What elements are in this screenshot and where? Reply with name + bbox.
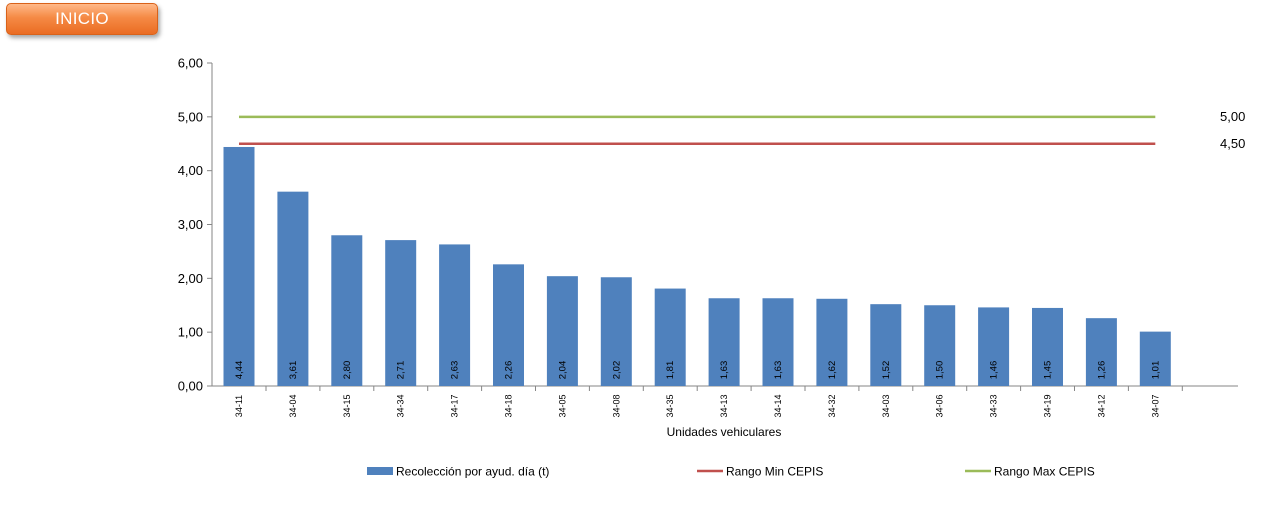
bar — [385, 240, 417, 386]
bar — [546, 276, 578, 386]
legend-label: Rango Min CEPIS — [726, 465, 823, 479]
bar-data-label: 2,26 — [504, 361, 515, 380]
x-category-label: 34-32 — [827, 394, 837, 417]
x-category-label: 34-18 — [504, 394, 514, 417]
bar-data-label: 1,45 — [1043, 361, 1054, 380]
bar — [1139, 331, 1171, 386]
bar-data-label: 4,44 — [234, 361, 245, 380]
x-category-label: 34-34 — [396, 394, 406, 417]
x-category-label: 34-13 — [719, 394, 729, 417]
x-category-label: 34-04 — [288, 394, 298, 417]
legend-label: Recolección por ayud. día (t) — [396, 465, 549, 479]
bar-data-label: 2,80 — [342, 361, 353, 380]
x-category-label: 34-35 — [665, 394, 675, 417]
x-category-label: 34-15 — [342, 394, 352, 417]
y-tick-label: 2,00 — [178, 271, 203, 286]
bar-data-label: 1,81 — [665, 361, 676, 380]
bar — [654, 288, 686, 386]
x-category-label: 34-33 — [989, 394, 999, 417]
bar-data-label: 1,62 — [827, 361, 838, 380]
bar — [870, 304, 902, 386]
bar-data-label: 3,61 — [288, 361, 299, 380]
bar-data-label: 1,26 — [1096, 361, 1107, 380]
x-category-label: 34-19 — [1043, 394, 1053, 417]
x-category-label: 34-14 — [773, 394, 783, 417]
chart-legend: Recolección por ayud. día (t) Rango Min C… — [367, 465, 1095, 479]
x-category-label: 34-07 — [1150, 394, 1160, 417]
bar — [816, 298, 848, 386]
y-tick-label: 6,00 — [178, 56, 203, 71]
reference-lines: 4,50 5,00 — [239, 109, 1245, 151]
reference-line-label: 4,50 — [1220, 136, 1245, 151]
y-tick-label: 4,00 — [178, 163, 203, 178]
x-category-label: 34-05 — [557, 394, 567, 417]
reference-line-label: 5,00 — [1220, 109, 1245, 124]
y-axis-ticks: 0,00 1,00 2,00 3,00 4,00 5,00 6,00 — [178, 56, 212, 394]
x-axis-categories: 34-11 34-04 34-15 34-34 34-17 34-18 34-05 34-08… — [234, 386, 1183, 418]
bar-data-label: 2,71 — [396, 361, 407, 380]
bar-data-label: 1,52 — [881, 361, 892, 380]
bar — [493, 264, 524, 386]
y-tick-label: 3,00 — [178, 217, 203, 232]
x-category-label: 34-06 — [935, 394, 945, 417]
legend-swatch — [367, 467, 393, 475]
bar-data-label: 1,63 — [719, 361, 730, 380]
bar-data-label: 1,63 — [773, 361, 784, 380]
x-category-label: 34-03 — [881, 394, 891, 417]
legend-label: Rango Max CEPIS — [994, 465, 1095, 479]
bar-data-label: 2,04 — [557, 361, 568, 380]
bar-data-label: 2,63 — [450, 361, 461, 380]
bar — [331, 235, 363, 386]
bar — [439, 244, 471, 386]
y-tick-label: 1,00 — [178, 325, 203, 340]
y-tick-label: 5,00 — [178, 109, 203, 124]
x-category-label: 34-08 — [611, 394, 621, 417]
bar — [1085, 318, 1117, 386]
bar — [277, 191, 309, 386]
x-category-label: 34-11 — [234, 395, 244, 417]
bar-data-label: 1,50 — [935, 361, 946, 380]
x-axis-title: Unidades vehiculares — [667, 425, 782, 439]
bar — [223, 146, 255, 386]
bar — [924, 305, 956, 386]
bar — [708, 298, 740, 386]
bar — [1032, 307, 1063, 386]
bar-series: 4,44 3,61 2,80 2,71 2,63 2,26 2,04 2,02 1,81 1,63… — [223, 146, 1171, 386]
x-category-label: 34-12 — [1096, 394, 1106, 417]
bar-data-label: 1,01 — [1150, 361, 1161, 380]
inicio-button[interactable]: INICIO — [6, 3, 158, 35]
bar-data-label: 1,46 — [989, 361, 1000, 380]
x-category-label: 34-17 — [450, 394, 460, 417]
bar-data-label: 2,02 — [611, 361, 622, 380]
y-tick-label: 0,00 — [178, 379, 203, 394]
bar — [600, 277, 632, 386]
bar — [762, 298, 794, 386]
bar — [978, 307, 1010, 386]
